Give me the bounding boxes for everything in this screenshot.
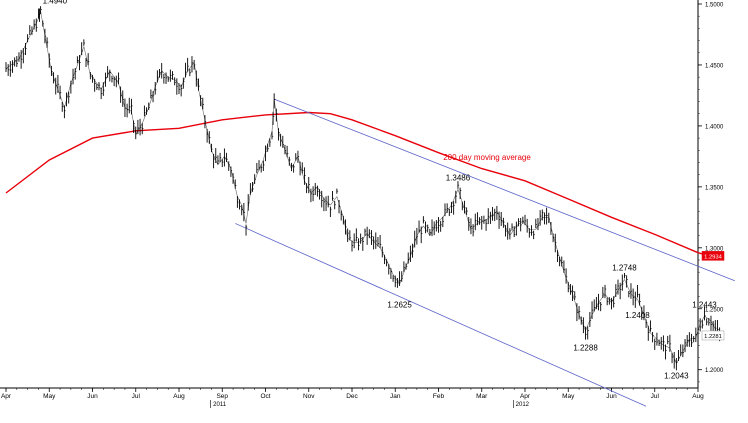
y-tick-label: 1.3000 (705, 246, 724, 252)
x-tick-label: Sep (216, 393, 228, 400)
x-tick-label: Jul (651, 393, 660, 400)
x-tick-label: Mar (476, 393, 488, 400)
x-tick-label: Dec (346, 393, 358, 400)
x-tick-label: Oct (260, 393, 270, 400)
axes-group: Apr May Jun Jul Aug Sep Oct Nov Dec Jan Feb Mar Apr M… (0, 0, 724, 408)
x-tick-label: Nov (303, 393, 315, 400)
x-tick-label: May (562, 393, 575, 400)
x-tick-label: Jun (87, 393, 98, 400)
y-tick-label: 1.5000 (705, 3, 724, 9)
x-tick-label: Aug (173, 393, 185, 400)
upper-channel-line (274, 98, 735, 282)
price-annotation: 1.2408 (625, 311, 650, 320)
year-label: 2011 (213, 402, 227, 408)
x-tick-label: Jan (390, 393, 401, 400)
y-tick-label: 1.4500 (705, 63, 724, 69)
x-tick-label: Feb (433, 393, 445, 400)
price-tag-label: 1.2281 (704, 334, 722, 340)
price-annotation: 1.2443 (692, 301, 717, 310)
price-tag-box (701, 251, 725, 261)
annotations-group: 1.4940 1.3486 1.2625 1.2748 1.2288 1.2408 1.24… (43, 0, 718, 380)
x-tick-label: Aug (692, 393, 704, 400)
price-trace-line (5, 11, 722, 365)
price-annotation: 1.3486 (446, 174, 471, 183)
x-tick-label: Jul (132, 393, 141, 400)
price-annotation: 1.2625 (387, 301, 412, 310)
price-tag-label: 1.2934 (704, 254, 723, 260)
price-series-group (5, 6, 722, 371)
x-tick-label: Apr (1, 393, 12, 400)
price-annotation: 1.2288 (573, 344, 598, 353)
y-tick-label: 1.4000 (705, 124, 724, 130)
price-annotation: 1.2748 (612, 264, 637, 273)
channel-lines-group (235, 98, 735, 407)
price-annotation: 1.2043 (664, 371, 689, 380)
price-tag-box (701, 330, 725, 341)
y-tick-label: 1.2500 (705, 307, 724, 313)
y-tick-label: 1.2000 (705, 368, 724, 374)
year-label: 2012 (516, 402, 530, 408)
moving-average-label: 200 day moving average (443, 153, 531, 162)
x-tick-label: May (43, 393, 56, 400)
x-tick-label: Apr (520, 393, 531, 400)
price-tags-group: 1.2934 1.2281 (701, 251, 725, 341)
price-annotation: 1.4940 (43, 0, 68, 5)
y-tick-label: 1.3500 (705, 185, 724, 191)
lower-channel-line (235, 223, 647, 407)
x-tick-label: Jun (606, 393, 617, 400)
